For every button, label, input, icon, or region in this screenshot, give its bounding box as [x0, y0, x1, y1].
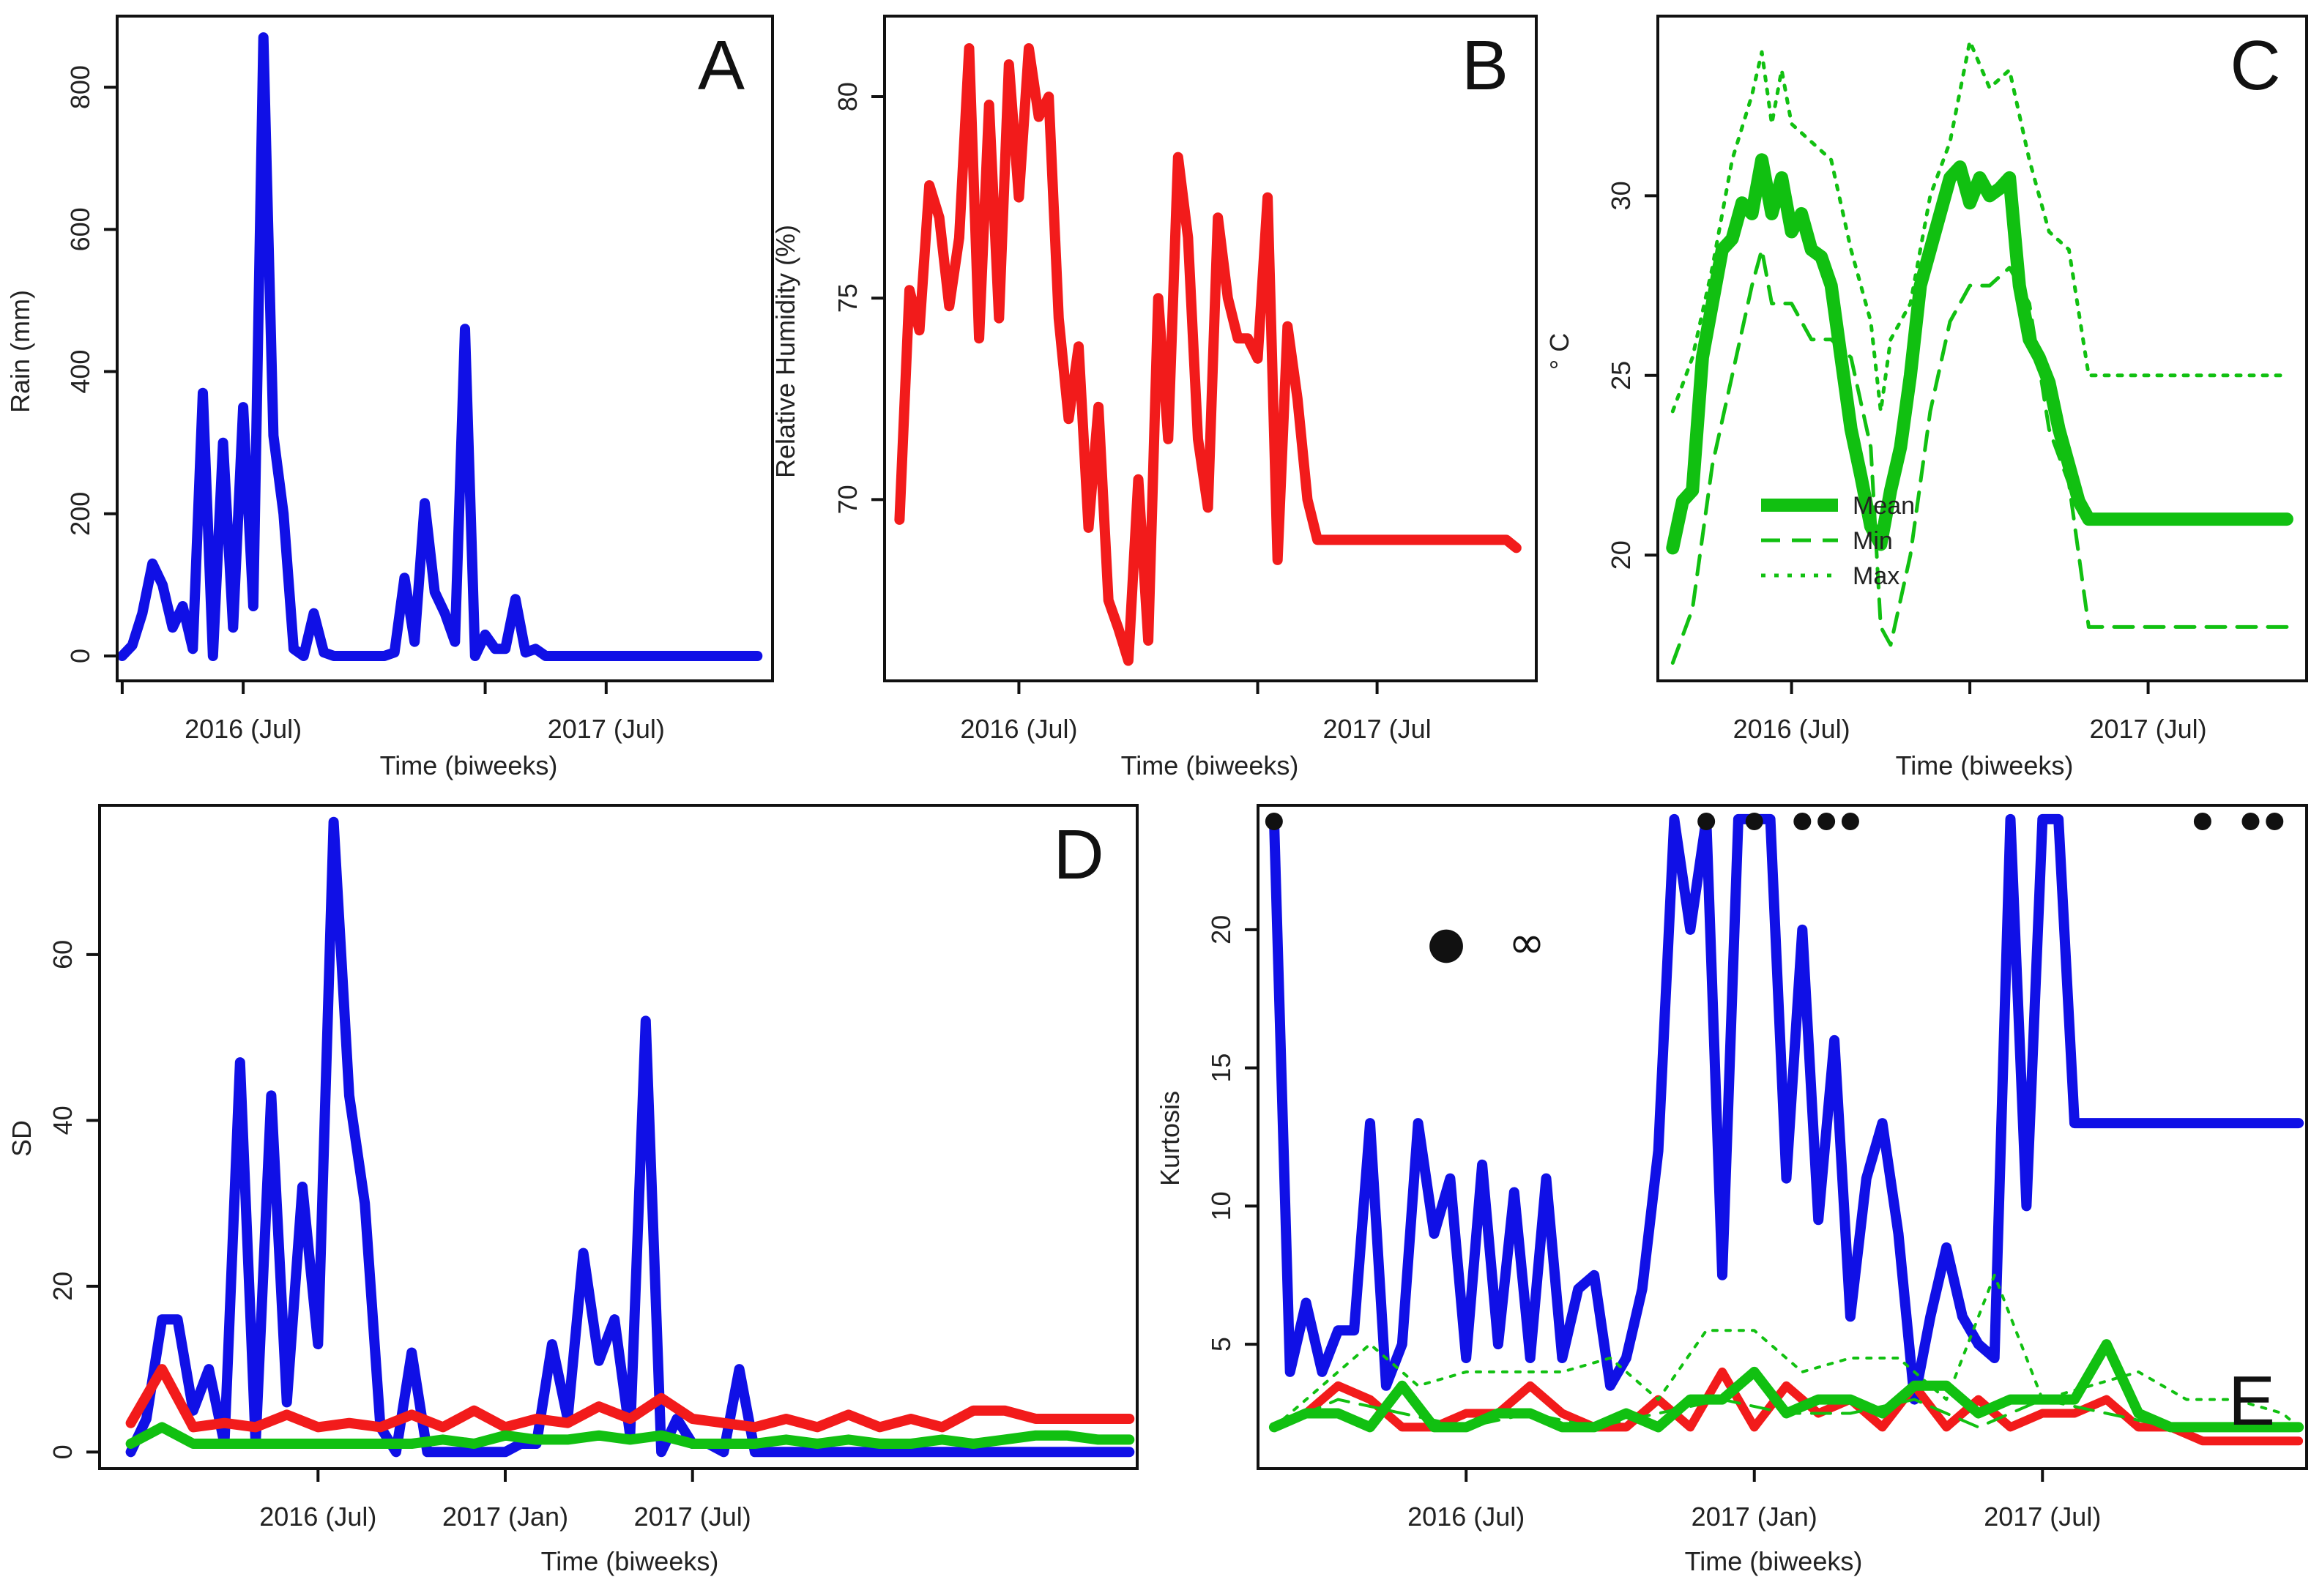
legend-infinity-label: ∞: [1508, 917, 1545, 969]
y-axis-label: Kurtosis: [1155, 1091, 1185, 1186]
plot-frame: [116, 15, 774, 682]
y-tick-label: 400: [65, 350, 95, 394]
x-tick-label: 2017 (Jan): [1692, 1502, 1817, 1532]
infinity-point: [2266, 813, 2284, 830]
y-tick-label: 20: [1606, 540, 1636, 570]
y-tick-label: 10: [1206, 1191, 1236, 1220]
panel-letter: D: [1053, 816, 1104, 894]
legend-marker-icon: ●: [1427, 917, 1465, 969]
x-tick-label: 2016 (Jul): [185, 714, 302, 744]
x-tick-label: 2016 (Jul): [259, 1502, 376, 1532]
y-tick-label: 15: [1206, 1054, 1236, 1083]
y-axis-label: ° C: [1544, 333, 1574, 370]
x-axis-label: Time (biweeks): [541, 1546, 719, 1576]
y-axis-label: SD: [7, 1120, 37, 1157]
infinity-point: [1841, 813, 1859, 830]
infinity-point: [2193, 813, 2211, 830]
x-tick-label: 2016 (Jul): [960, 714, 1077, 744]
panel-letter: E: [2228, 1362, 2275, 1440]
series-line-d-temperature: [125, 1422, 1135, 1449]
plot-frame: [1257, 804, 2308, 1470]
series-line-c-min: [1670, 247, 2289, 665]
plot-frame: [98, 804, 1139, 1470]
panel-c: 2016 (Jul) 2017 (Jul) 20 25 30 Time (biweeks)…: [1544, 15, 2308, 780]
legend-label-max: Max: [1853, 562, 1899, 590]
y-tick-label: 75: [833, 283, 863, 313]
x-tick-label: 2017 (Jul): [2090, 714, 2207, 744]
y-tick-label: 200: [65, 492, 95, 536]
y-tick-label: 600: [65, 207, 95, 251]
infinity-point: [1697, 813, 1716, 830]
panel-letter: B: [1462, 26, 1508, 105]
y-tick-label: 70: [833, 485, 863, 514]
series-line-e-temperature-min-: [1272, 1398, 2301, 1429]
panel-e: 2016 (Jul) 2017 (Jan) 2017 (Jul) 5 10 15 20 Tim…: [1155, 804, 2308, 1576]
infinity-point: [1793, 813, 1812, 830]
x-tick-label: 2017 (Jul): [634, 1502, 751, 1532]
series-line-c-max: [1670, 39, 2289, 414]
legend-label-mean: Mean: [1853, 492, 1915, 520]
x-axis-label: Time (biweeks): [1685, 1546, 1863, 1576]
y-tick-label: 30: [1606, 181, 1636, 210]
series-line-a-rain: [116, 32, 763, 661]
infinity-point: [1265, 813, 1283, 830]
x-axis-label: Time (biweeks): [380, 750, 558, 780]
series-line-b-relative-humidity: [894, 43, 1522, 666]
infinity-point: [1817, 813, 1836, 830]
y-tick-label: 20: [1206, 915, 1236, 944]
plot-frame: [1656, 15, 2308, 682]
y-axis-label: Rain (mm): [5, 290, 35, 413]
y-tick-label: 800: [65, 65, 95, 109]
panel-letter: A: [698, 26, 745, 105]
y-tick-label: 25: [1606, 361, 1636, 390]
x-axis-label: Time (biweeks): [1896, 750, 2074, 780]
y-tick-label: 80: [833, 82, 863, 111]
x-axis-label: Time (biweeks): [1121, 750, 1299, 780]
y-tick-label: 0: [65, 649, 95, 663]
panel-d: 2016 (Jul) 2017 (Jan) 2017 (Jul) 0 20 40 60 Tim…: [7, 804, 1139, 1576]
x-tick-label: 2016 (Jul): [1733, 714, 1850, 744]
plot-frame: [883, 15, 1538, 682]
y-tick-label: 5: [1206, 1337, 1236, 1351]
series-line-e-temperature-max-: [1272, 1273, 2301, 1429]
y-axis-label: Relative Humidity (%): [770, 225, 800, 478]
y-tick-label: 60: [48, 940, 78, 969]
x-tick-label: 2017 (Jan): [442, 1502, 568, 1532]
x-tick-label: 2017 (Jul: [1323, 714, 1432, 744]
series-line-c-mean: [1666, 153, 2293, 555]
x-tick-label: 2017 (Jul): [548, 714, 665, 744]
infinity-point: [1745, 813, 1763, 830]
x-tick-label: 2017 (Jul): [1984, 1502, 2101, 1532]
infinity-point: [2241, 813, 2260, 830]
panel-letter: C: [2230, 26, 2280, 105]
series-line-d-humidity: [125, 1364, 1135, 1433]
series-line-e-rain: [1268, 813, 2304, 1405]
panel-b: 2016 (Jul) 2017 (Jul 70 75 80 Time (biweeks) R…: [770, 15, 1538, 780]
x-tick-label: 2016 (Jul): [1407, 1502, 1525, 1532]
y-tick-label: 40: [48, 1105, 78, 1135]
panel-a: 2016 (Jul) 2017 (Jul) 0 200 400 600 800 Time (b…: [5, 15, 774, 780]
legend-label-min: Min: [1853, 527, 1893, 555]
y-tick-label: 20: [48, 1272, 78, 1301]
y-tick-label: 0: [48, 1444, 78, 1459]
series-line-d-rain: [125, 816, 1135, 1458]
